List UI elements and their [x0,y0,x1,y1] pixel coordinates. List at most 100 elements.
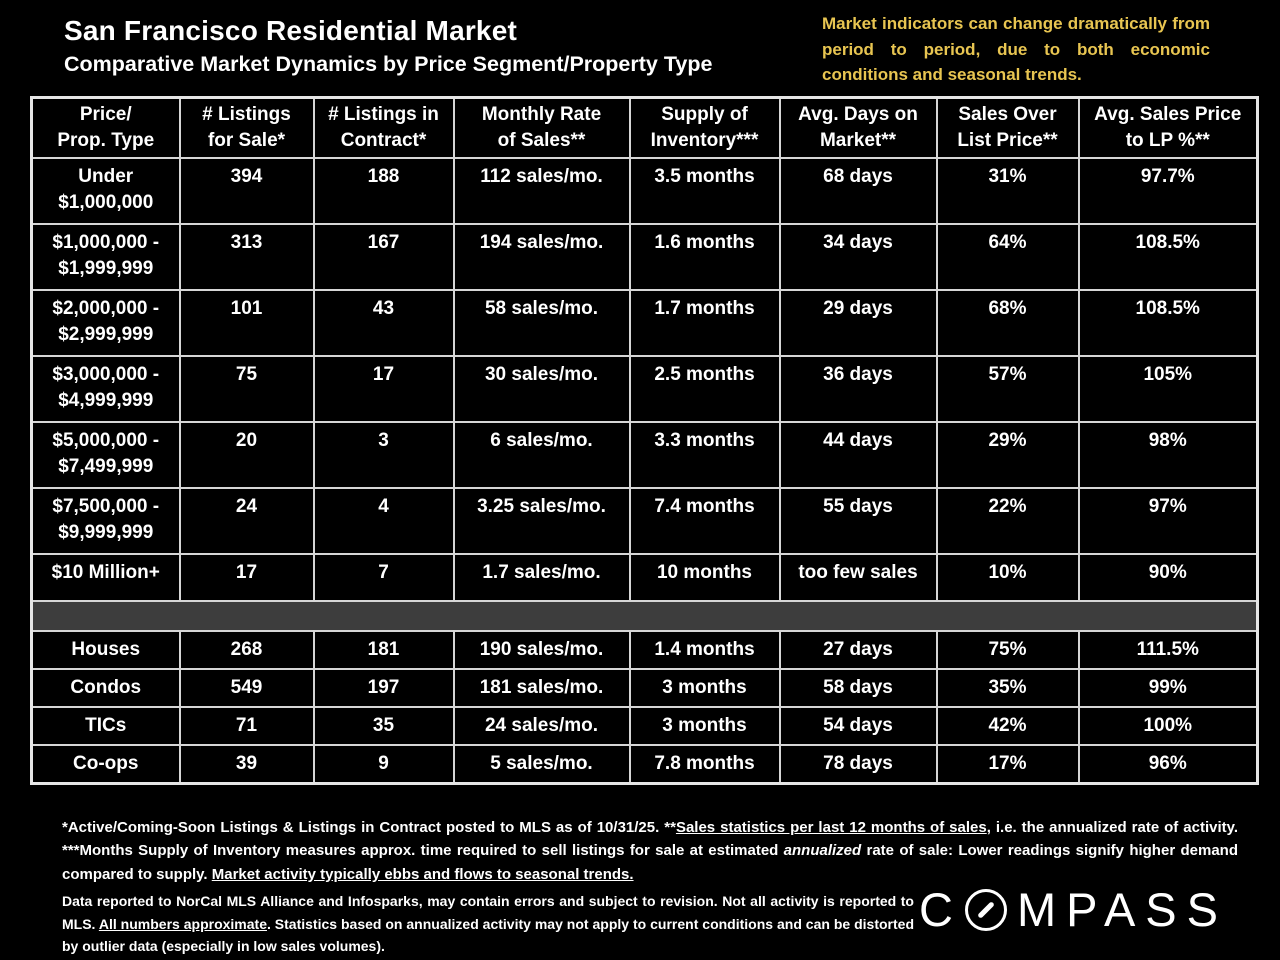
cell-value: 9 [312,744,455,785]
row-label: $5,000,000 - $7,499,999 [30,421,181,489]
col-header-monthly-rate-of-sales: Monthly Rate of Sales** [452,96,631,159]
cell-value: 3 months [628,668,781,708]
cell-value: 167 [312,223,455,291]
cell-value: 39 [178,744,315,785]
cell-value: 29% [935,421,1080,489]
cell-value: 2.5 months [628,355,781,423]
col-header-listings-for-sale: # Listings for Sale* [178,96,315,159]
cell-value: 7 [312,553,455,602]
cell-value: 58 sales/mo. [452,289,631,357]
table-row: $10 Million+ 17 7 1.7 sales/mo. 10 months too… [30,553,1259,602]
cell-value: 30 sales/mo. [452,355,631,423]
footnote-segment: Data reported to NorCal MLS Alliance and… [62,893,914,932]
compass-needle-icon [964,888,1007,931]
cell-value: 3.5 months [628,157,781,225]
col-header-sales-over-list-price: Sales Over List Price** [935,96,1080,159]
col-header-price-prop-type: Price/ Prop. Type [30,96,181,159]
cell-value: 55 days [778,487,938,555]
compass-logo-letter-c: C [918,883,963,936]
footnote-segment: . Statistics based on annualized activit… [62,915,914,955]
compass-logo-letters-mpass: MPASS [1016,883,1228,936]
cell-value: 99% [1077,668,1259,708]
cell-value: 1.7 sales/mo. [452,553,631,602]
cell-value: 22% [935,487,1080,555]
cell-value: 549 [178,668,315,708]
cell-value: too few sales [778,553,938,602]
cell-value: 181 sales/mo. [452,668,631,708]
cell-value: 3 months [628,706,781,746]
col-header-listings-in-contract: # Listings in Contract* [312,96,455,159]
cell-value: 112 sales/mo. [452,157,631,225]
cell-value: 68 days [778,157,938,225]
cell-value: 190 sales/mo. [452,630,631,670]
table-row: $3,000,000 - $4,999,999 75 17 30 sales/mo. 2… [30,355,1259,423]
row-label: $3,000,000 - $4,999,999 [30,355,181,423]
table-row: Co-ops 39 9 5 sales/mo. 7.8 months 78 days 17%… [30,744,1259,785]
cell-value: 97% [1077,487,1259,555]
cell-value: 5 sales/mo. [452,744,631,785]
cell-value: 101 [178,289,315,357]
cell-value: 100% [1077,706,1259,746]
cell-value: 3.3 months [628,421,781,489]
cell-value: 3 [312,421,455,489]
footnote-segment: All numbers approximate [98,915,267,932]
footnote-segment: rate of sale: Lower readings signify hig… [62,842,1238,883]
table-row: $2,000,000 - $2,999,999 101 43 58 sales/mo.… [30,289,1259,357]
cell-value: 97.7% [1077,157,1259,225]
cell-value: 75 [178,355,315,423]
footnote-segment: annualized [783,842,862,860]
cell-value: 1.7 months [628,289,781,357]
cell-value: 44 days [778,421,938,489]
row-label: TICs [30,706,181,746]
cell-value: 10% [935,553,1080,602]
row-label: $1,000,000 - $1,999,999 [30,223,181,291]
table-row: Under $1,000,000 394 188 112 sales/mo. 3.5 m… [30,157,1259,225]
compass-logo: C MPASS [919,886,1228,933]
cell-value: 394 [178,157,315,225]
cell-value: 68% [935,289,1080,357]
table-body: Under $1,000,000 394 188 112 sales/mo. 3.5 m… [30,157,1259,785]
cell-value: 197 [312,668,455,708]
cell-value: 42% [935,706,1080,746]
row-label: Condos [30,668,181,708]
cell-value: 29 days [778,289,938,357]
cell-value: 1.4 months [628,630,781,670]
separator-row [30,600,1259,632]
cell-value: 24 [178,487,315,555]
cell-value: 108.5% [1077,223,1259,291]
cell-value: 54 days [778,706,938,746]
cell-value: 108.5% [1077,289,1259,357]
footnote-sales-definitions: *Active/Coming-Soon Listings & Listings … [62,816,1238,886]
cell-value: 75% [935,630,1080,670]
cell-value: 98% [1077,421,1259,489]
cell-value: 188 [312,157,455,225]
market-note: Market indicators can change dramaticall… [822,14,1210,84]
cell-value: 43 [312,289,455,357]
cell-value: 71 [178,706,315,746]
cell-value: 17 [312,355,455,423]
cell-value: 27 days [778,630,938,670]
page-subtitle: Comparative Market Dynamics by Price Seg… [64,51,713,76]
footnote-segment: , i.e. the annualized rate of activity. … [62,819,1239,860]
cell-value: 35 [312,706,455,746]
cell-value: 105% [1077,355,1259,423]
row-label: Under $1,000,000 [30,157,181,225]
table-row: Condos 549 197 181 sales/mo. 3 months 58 days… [30,668,1259,708]
cell-value: 17 [178,553,315,602]
cell-value: 31% [935,157,1080,225]
cell-value: 35% [935,668,1080,708]
table-row: Houses 268 181 190 sales/mo. 1.4 months 27 da… [30,630,1259,670]
cell-value: 194 sales/mo. [452,223,631,291]
page-title: San Francisco Residential Market [64,15,518,46]
cell-value: 78 days [778,744,938,785]
table-row: $7,500,000 - $9,999,999 24 4 3.25 sales/mo.… [30,487,1259,555]
cell-value: 313 [178,223,315,291]
table-header-row: Price/ Prop. Type # Listings for Sale* #… [30,96,1259,159]
table-row: TICs 71 35 24 sales/mo. 3 months 54 days 42% 10… [30,706,1259,746]
footnote-segment: Market activity typically ebbs and flows… [211,865,634,883]
cell-value: 1.6 months [628,223,781,291]
cell-value: 111.5% [1077,630,1259,670]
table-row: $1,000,000 - $1,999,999 313 167 194 sales/m… [30,223,1259,291]
cell-value: 17% [935,744,1080,785]
cell-value: 34 days [778,223,938,291]
